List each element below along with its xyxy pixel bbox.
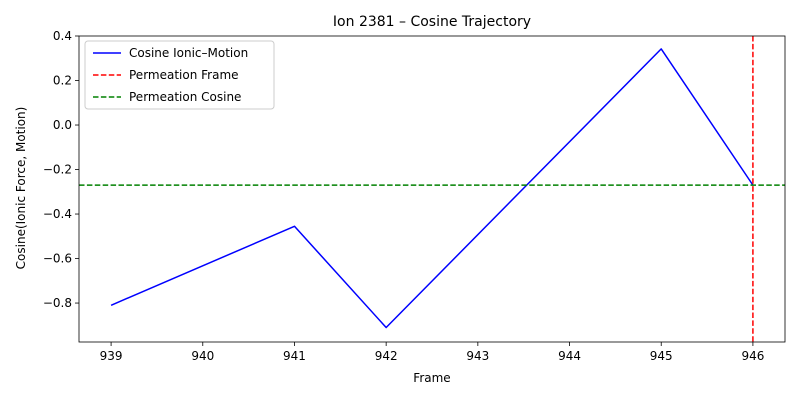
x-tick-label: 941 (283, 349, 306, 363)
y-tick-label: 0.0 (53, 118, 72, 132)
x-tick-label: 946 (741, 349, 764, 363)
x-tick-label: 944 (558, 349, 581, 363)
y-tick-label: −0.8 (43, 296, 72, 310)
y-axis-label: Cosine(Ionic Force, Motion) (14, 107, 28, 270)
legend-box (84, 40, 275, 110)
y-tick-label: −0.2 (43, 163, 72, 177)
x-axis-label: Frame (413, 371, 450, 385)
legend-label-2: Permeation Cosine (129, 90, 241, 104)
legend-label-0: Cosine Ionic–Motion (129, 46, 248, 60)
x-tick-label: 943 (466, 349, 489, 363)
chart-title: Ion 2381 – Cosine Trajectory (333, 14, 531, 30)
series-line-0 (110, 48, 754, 329)
x-tick-label: 942 (375, 349, 398, 363)
x-tick-label: 945 (650, 349, 673, 363)
plot-frame (78, 35, 786, 343)
y-tick-label: −0.6 (43, 252, 72, 266)
x-axis: 939 940 941 942 943 944 945 946 (100, 342, 764, 363)
x-tick-label: 940 (191, 349, 214, 363)
y-tick-label: 0.2 (53, 74, 72, 88)
y-tick-label: 0.4 (53, 29, 72, 43)
legend-label-1: Permeation Frame (129, 68, 239, 82)
x-tick-label: 939 (100, 349, 123, 363)
plot-area (78, 35, 786, 343)
y-tick-label: −0.4 (43, 207, 72, 221)
legend: Cosine Ionic–Motion Permeation Frame Perme… (84, 40, 275, 110)
y-axis: −0.8 −0.6 −0.4 −0.2 0.0 0.2 0.4 (43, 29, 79, 310)
